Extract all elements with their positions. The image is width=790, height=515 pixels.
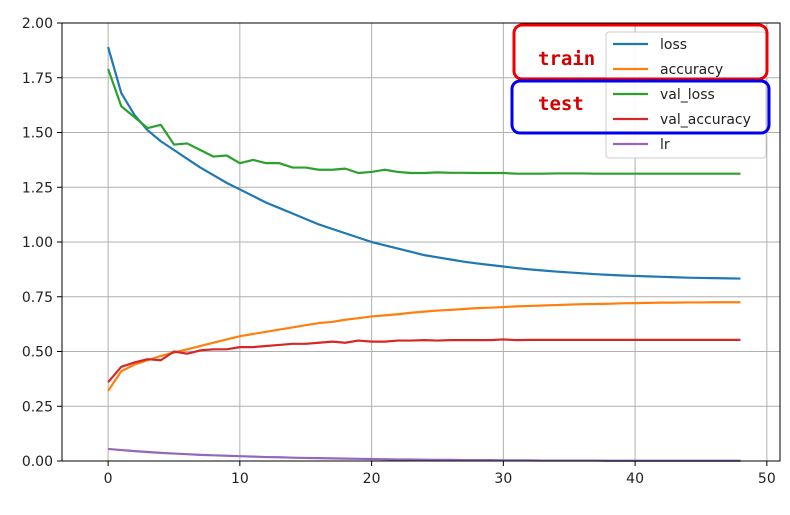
test-annotation: test [510, 79, 771, 135]
x-tick-label: 50 [758, 471, 776, 487]
series-line-loss [107, 46, 741, 280]
series-line-accuracy [107, 301, 741, 392]
test-box [510, 79, 771, 135]
legend-label-val-loss: val_loss [660, 87, 715, 103]
x-tick-label: 40 [626, 471, 644, 487]
y-tick-label: 2.00 [22, 16, 53, 32]
y-tick-label: 0.00 [22, 454, 53, 470]
legend-label-lr: lr [660, 137, 670, 153]
y-tick-label: 0.50 [22, 345, 53, 361]
train-label: train [538, 48, 595, 70]
y-tick-label: 1.50 [22, 126, 53, 142]
y-tick-label: 0.25 [22, 399, 53, 415]
test-label: test [538, 93, 584, 115]
legend-label-val-accuracy: val_accuracy [660, 112, 751, 128]
train-annotation: train [512, 23, 769, 81]
axis-ticks: 0 10 20 30 40 50 0.00 0.25 0.50 0.75 1.00 1.25 1.50 1… [22, 16, 776, 487]
x-tick-label: 30 [494, 471, 512, 487]
y-tick-label: 0.75 [22, 290, 53, 306]
x-tick-label: 10 [231, 471, 249, 487]
y-tick-label: 1.25 [22, 180, 53, 196]
legend-frame [605, 31, 767, 159]
x-tick-label: 0 [104, 471, 113, 487]
series-line-val-loss [107, 68, 741, 175]
legend-label-accuracy: accuracy [660, 62, 723, 78]
y-tick-label: 1.00 [22, 235, 53, 251]
legend-label-loss: loss [660, 37, 687, 53]
series-line-val-accuracy [107, 338, 741, 383]
y-tick-label: 1.75 [22, 71, 53, 87]
x-tick-label: 20 [363, 471, 381, 487]
train-box [512, 23, 769, 81]
